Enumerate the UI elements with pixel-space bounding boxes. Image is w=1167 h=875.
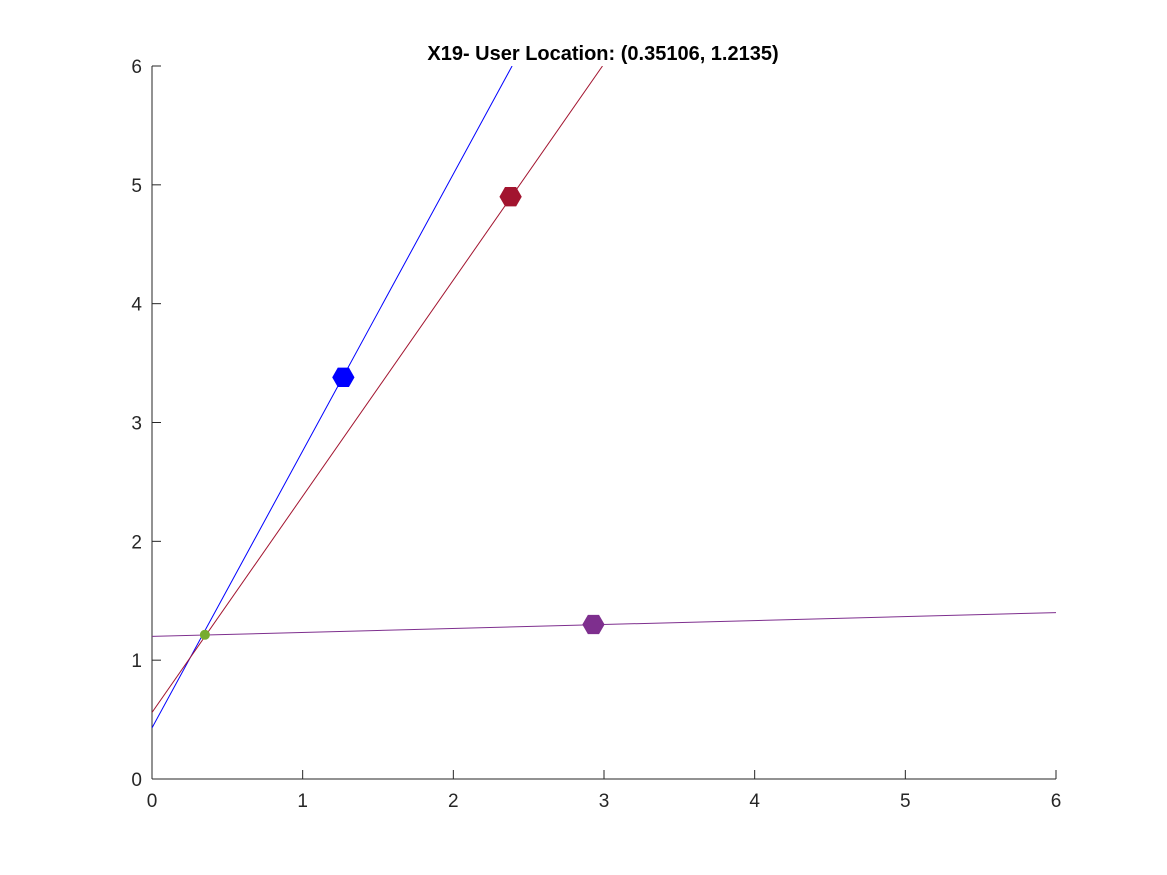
anchor-marker-3 [582, 614, 605, 635]
x-tick-label: 3 [599, 791, 610, 812]
series-line-2 [152, 66, 603, 713]
y-tick-label: 4 [131, 295, 142, 316]
y-tick-label: 6 [131, 57, 142, 78]
y-tick-label: 5 [131, 176, 142, 197]
user-location-marker [199, 629, 210, 640]
x-tick-label: 6 [1051, 791, 1062, 812]
x-tick-label: 0 [147, 791, 158, 812]
chart-title: X19- User Location: (0.35106, 1.2135) [427, 43, 778, 65]
x-tick-label: 2 [448, 791, 459, 812]
anchor-marker-1 [332, 367, 355, 387]
x-tick-label: 4 [749, 791, 760, 812]
y-tick-label: 0 [131, 770, 142, 791]
x-tick-label: 1 [297, 791, 308, 812]
y-tick-label: 2 [131, 532, 142, 553]
anchor-marker-2 [499, 187, 522, 207]
series-line-1 [152, 66, 513, 729]
plot-area: 0 1 2 3 4 5 6 0 1 2 3 4 5 6 [131, 57, 1061, 812]
y-tick-label: 3 [131, 414, 142, 435]
y-tick-label: 1 [131, 651, 142, 672]
x-tick-label: 5 [900, 791, 911, 812]
